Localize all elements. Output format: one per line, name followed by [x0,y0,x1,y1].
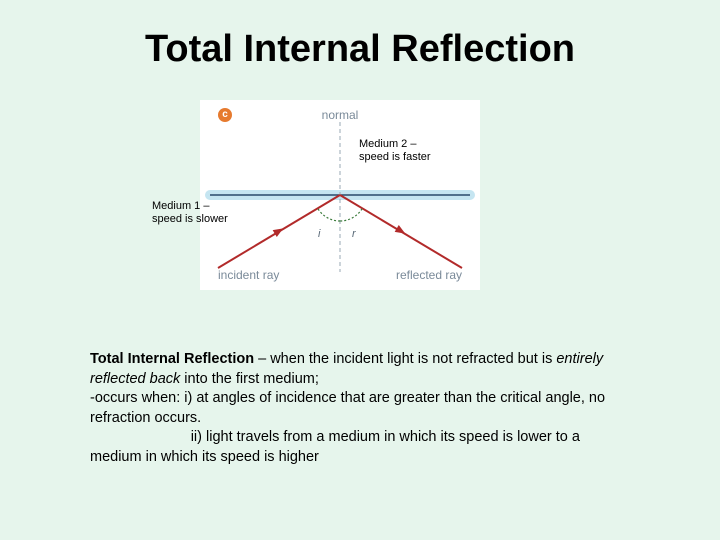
medium2-line1: Medium 2 – [359,138,416,150]
def-part1: – when the incident light is not refract… [254,351,556,367]
angle-r-label: r [352,228,356,240]
diagram-svg [200,100,480,290]
def-part2: into the first medium; [180,371,319,387]
page-title: Total Internal Reflection [0,28,720,71]
definition-text: Total Internal Reflection – when the inc… [90,350,630,467]
angle-i-label: i [318,228,320,240]
medium2-line2: speed is faster [359,151,431,163]
medium1-line2: speed is slower [152,213,228,225]
medium2-annotation: Medium 2 – speed is faster [359,138,431,164]
medium1-annotation: Medium 1 – speed is slower [152,200,228,226]
medium1-line1: Medium 1 – [152,200,209,212]
occurs-cond1: -occurs when: i) at angles of incidence … [90,390,605,426]
occurs-cond2: ii) light travels from a medium in which… [90,429,580,465]
reflection-diagram: c normal incident ray reflected ray Medi… [200,100,480,290]
term: Total Internal Reflection [90,351,254,367]
